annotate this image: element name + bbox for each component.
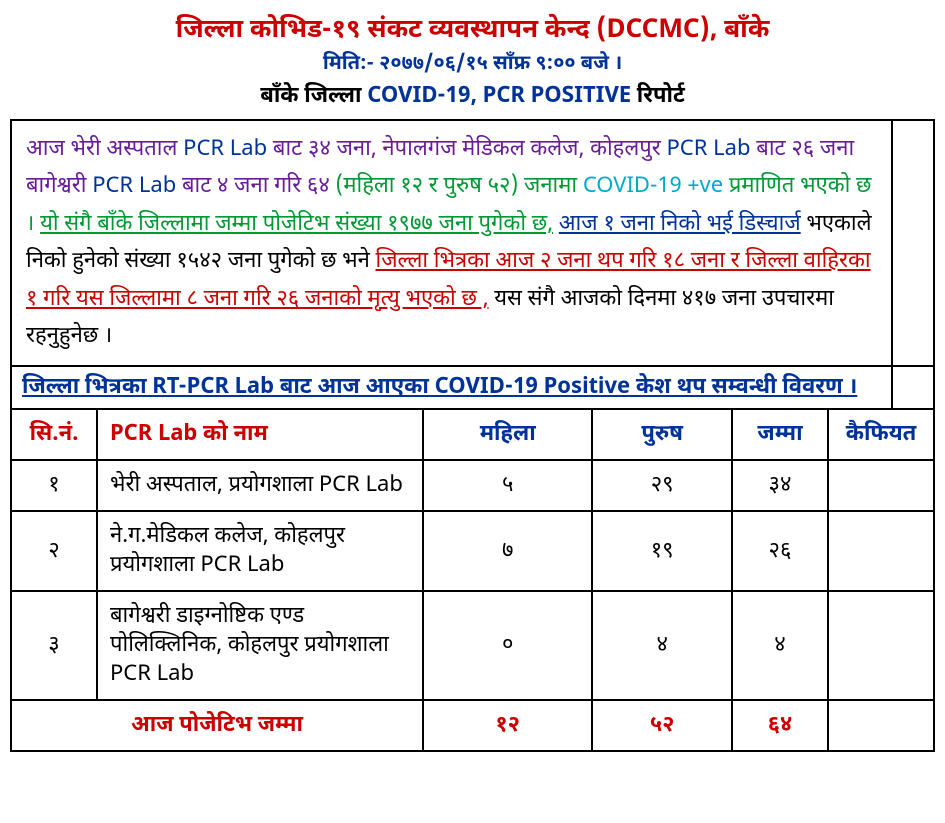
summary-s2: PCR Lab xyxy=(183,135,267,164)
summary-text: आज भेरी अस्पताल PCR Lab बाट ३४ जना, नेपा… xyxy=(12,121,893,367)
cell-male: १९ xyxy=(592,511,732,591)
table-row: १ भेरी अस्पताल, प्रयोगशाला PCR Lab ५ २९ … xyxy=(12,460,933,511)
summary-s8: (महिला १२ र पुरुष ५२) xyxy=(336,172,519,201)
summary-s14: आज १ जना निको भई डिस्चार्ज xyxy=(559,210,801,239)
total-total: ६४ xyxy=(732,700,828,750)
col-sn: सि.नं. xyxy=(12,410,97,460)
total-remark xyxy=(828,700,933,750)
col-remark: कैफियत xyxy=(828,410,933,460)
cell-total: २६ xyxy=(732,511,828,591)
cell-female: ५ xyxy=(423,460,592,511)
title-sub-highlight: COVID-19, PCR POSITIVE xyxy=(367,82,631,111)
title-sub-pre: बाँके जिल्ला xyxy=(260,82,367,111)
cell-remark xyxy=(828,591,933,700)
total-label: आज पोजेटिभ जम्मा xyxy=(12,700,423,750)
summary-s6: PCR Lab xyxy=(92,172,176,201)
total-female: १२ xyxy=(423,700,592,750)
pcr-table: सि.नं. PCR Lab को नाम महिला पुरुष जम्मा … xyxy=(12,410,933,750)
cell-remark xyxy=(828,511,933,591)
summary-s10: COVID-19 +ve xyxy=(583,172,723,201)
summary-s4: PCR Lab xyxy=(667,135,751,164)
summary-s12: यो संगै बाँके जिल्लामा जम्मा पोजेटिभ संख… xyxy=(40,210,553,239)
col-total: जम्मा xyxy=(732,410,828,460)
title-main: जिल्ला कोभिड-१९ संकट व्यवस्थापन केन्द (D… xyxy=(10,14,935,48)
title-sub-post: रिपोर्ट xyxy=(631,82,685,111)
cell-name: बागेश्वरी डाइग्नोष्टिक एण्ड पोलिक्लिनिक,… xyxy=(97,591,423,700)
cell-male: ४ xyxy=(592,591,732,700)
title-date: मिति:- २०७७/०६/१५ साँफ्र ९:०० बजे । xyxy=(10,52,935,78)
cell-remark xyxy=(828,460,933,511)
cell-female: ० xyxy=(423,591,592,700)
summary-s1: आज भेरी अस्पताल xyxy=(26,135,183,164)
table-row: ३ बागेश्वरी डाइग्नोष्टिक एण्ड पोलिक्लिनि… xyxy=(12,591,933,700)
summary-s3: बाट ३४ जना, नेपालगंज मेडिकल कलेज, कोहलपु… xyxy=(267,135,666,164)
cell-sn: १ xyxy=(12,460,97,511)
summary-row: आज भेरी अस्पताल PCR Lab बाट ३४ जना, नेपा… xyxy=(12,121,933,367)
cell-name: भेरी अस्पताल, प्रयोगशाला PCR Lab xyxy=(97,460,423,511)
section-title: जिल्ला भित्रका RT-PCR Lab बाट आज आएका CO… xyxy=(12,367,893,410)
table-header-row: सि.नं. PCR Lab को नाम महिला पुरुष जम्मा … xyxy=(12,410,933,460)
title-sub: बाँके जिल्ला COVID-19, PCR POSITIVE रिपो… xyxy=(10,82,935,111)
total-male: ५२ xyxy=(592,700,732,750)
section-title-row: जिल्ला भित्रका RT-PCR Lab बाट आज आएका CO… xyxy=(12,367,933,410)
cell-sn: २ xyxy=(12,511,97,591)
cell-female: ७ xyxy=(423,511,592,591)
cell-male: २९ xyxy=(592,460,732,511)
total-row: आज पोजेटिभ जम्मा १२ ५२ ६४ xyxy=(12,700,933,750)
table-row: २ ने.ग.मेडिकल कलेज, कोहलपुर प्रयोगशाला P… xyxy=(12,511,933,591)
cell-total: ३४ xyxy=(732,460,828,511)
cell-name: ने.ग.मेडिकल कलेज, कोहलपुर प्रयोगशाला PCR… xyxy=(97,511,423,591)
cell-total: ४ xyxy=(732,591,828,700)
summary-s7: बाट ४ जना गरि ६४ xyxy=(176,172,335,201)
report-box: आज भेरी अस्पताल PCR Lab बाट ३४ जना, नेपा… xyxy=(10,119,935,752)
summary-s9: जनामा xyxy=(518,172,583,201)
col-name: PCR Lab को नाम xyxy=(97,410,423,460)
col-male: पुरुष xyxy=(592,410,732,460)
col-female: महिला xyxy=(423,410,592,460)
section-spacer xyxy=(893,367,933,410)
summary-spacer xyxy=(893,121,933,367)
cell-sn: ३ xyxy=(12,591,97,700)
header: जिल्ला कोभिड-१९ संकट व्यवस्थापन केन्द (D… xyxy=(10,14,935,111)
